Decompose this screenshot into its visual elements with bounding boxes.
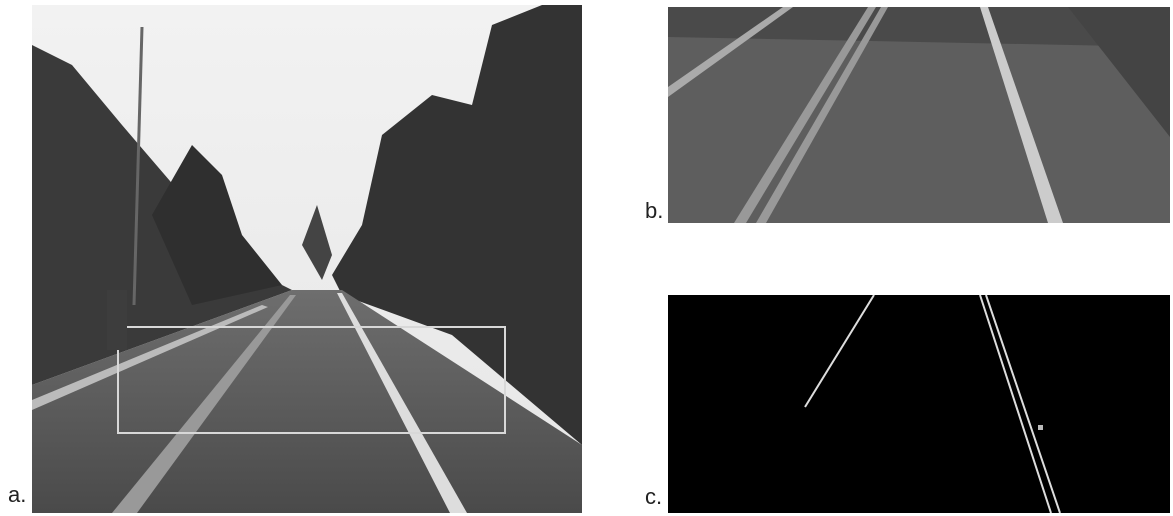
panel-label: c. <box>645 484 662 510</box>
road-photo <box>32 5 582 513</box>
panel-label: a. <box>8 482 26 508</box>
road-crop <box>668 7 1170 223</box>
figure: a. b. c. <box>0 0 1173 516</box>
edge-map <box>668 295 1170 513</box>
panel-label: b. <box>645 198 663 224</box>
